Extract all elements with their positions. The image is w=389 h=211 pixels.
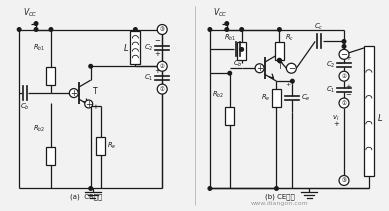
Bar bbox=[130, 31, 140, 64]
Text: T: T bbox=[279, 62, 283, 71]
Text: ③: ③ bbox=[342, 178, 347, 183]
Text: +: + bbox=[345, 84, 351, 90]
Circle shape bbox=[286, 63, 296, 73]
Text: +: + bbox=[154, 68, 160, 74]
Circle shape bbox=[278, 58, 281, 62]
Text: $C_1$: $C_1$ bbox=[326, 84, 335, 95]
Text: $C_b$: $C_b$ bbox=[233, 58, 243, 69]
Text: ②: ② bbox=[160, 64, 165, 69]
Circle shape bbox=[342, 40, 346, 43]
Circle shape bbox=[339, 176, 349, 185]
Text: ①: ① bbox=[342, 100, 347, 106]
Circle shape bbox=[208, 187, 212, 190]
Bar bbox=[272, 89, 281, 107]
Bar bbox=[96, 137, 105, 155]
Text: +: + bbox=[70, 89, 77, 97]
Circle shape bbox=[291, 79, 294, 83]
Bar bbox=[46, 147, 55, 165]
Text: +: + bbox=[154, 51, 160, 57]
Text: $R_{b2}$: $R_{b2}$ bbox=[33, 124, 45, 134]
Text: −: − bbox=[288, 64, 295, 73]
Circle shape bbox=[225, 28, 229, 31]
Text: $R_e$: $R_e$ bbox=[107, 141, 116, 151]
Circle shape bbox=[339, 49, 349, 59]
Text: +: + bbox=[93, 104, 98, 110]
Circle shape bbox=[85, 100, 93, 108]
Text: −: − bbox=[154, 38, 160, 44]
Circle shape bbox=[255, 64, 264, 73]
Bar bbox=[275, 42, 284, 60]
Text: $R_e$: $R_e$ bbox=[261, 93, 270, 103]
Text: $V_{CC}$: $V_{CC}$ bbox=[23, 6, 37, 19]
Circle shape bbox=[157, 61, 167, 71]
Circle shape bbox=[69, 89, 78, 97]
Text: ③: ③ bbox=[160, 27, 165, 32]
Text: +: + bbox=[85, 100, 92, 108]
Text: +: + bbox=[333, 121, 339, 127]
Circle shape bbox=[339, 98, 349, 108]
Circle shape bbox=[240, 28, 244, 31]
Text: −: − bbox=[336, 61, 342, 67]
Text: $R_{b2}$: $R_{b2}$ bbox=[212, 89, 224, 100]
Circle shape bbox=[278, 28, 281, 31]
Circle shape bbox=[225, 22, 229, 25]
Text: $R_{b1}$: $R_{b1}$ bbox=[224, 32, 236, 43]
Text: $C_2$: $C_2$ bbox=[326, 60, 335, 70]
Circle shape bbox=[208, 28, 212, 31]
Text: $L$: $L$ bbox=[377, 112, 383, 123]
Circle shape bbox=[89, 65, 93, 68]
Circle shape bbox=[275, 187, 278, 190]
Circle shape bbox=[339, 71, 349, 81]
Text: $C_b$: $C_b$ bbox=[20, 102, 30, 112]
Circle shape bbox=[157, 84, 167, 94]
Bar bbox=[237, 42, 246, 60]
Text: (b) CE组态: (b) CE组态 bbox=[265, 194, 294, 200]
Text: +: + bbox=[256, 64, 263, 73]
Bar bbox=[46, 67, 55, 85]
Text: $R_c$: $R_c$ bbox=[286, 32, 294, 43]
Circle shape bbox=[49, 28, 53, 31]
Bar bbox=[225, 107, 234, 125]
Text: $C_e$: $C_e$ bbox=[301, 93, 311, 103]
Circle shape bbox=[133, 28, 137, 31]
Text: −: − bbox=[340, 50, 347, 59]
Text: $C_c$: $C_c$ bbox=[314, 22, 324, 32]
Circle shape bbox=[18, 28, 21, 31]
Circle shape bbox=[34, 28, 38, 31]
Circle shape bbox=[89, 187, 93, 190]
Text: +: + bbox=[345, 55, 351, 61]
Text: $R_{b1}$: $R_{b1}$ bbox=[33, 43, 45, 53]
Text: $v_i$: $v_i$ bbox=[332, 113, 340, 123]
Text: −: − bbox=[345, 92, 351, 97]
Circle shape bbox=[342, 45, 346, 48]
Text: ②: ② bbox=[342, 74, 347, 79]
Text: ①: ① bbox=[160, 87, 165, 92]
Text: $C_2$: $C_2$ bbox=[144, 43, 153, 53]
Text: $L$: $L$ bbox=[123, 42, 130, 53]
Circle shape bbox=[228, 72, 231, 75]
Circle shape bbox=[278, 58, 281, 62]
Text: +: + bbox=[285, 82, 290, 87]
Text: $V_{CC}$: $V_{CC}$ bbox=[214, 6, 228, 19]
Text: $C_1$: $C_1$ bbox=[144, 73, 153, 83]
Circle shape bbox=[157, 24, 167, 34]
Circle shape bbox=[34, 22, 38, 25]
Text: www.diangon.com: www.diangon.com bbox=[251, 201, 308, 206]
Bar bbox=[364, 46, 374, 176]
Text: (a)  CB组态: (a) CB组态 bbox=[70, 194, 102, 200]
Circle shape bbox=[240, 48, 244, 51]
Text: T: T bbox=[93, 87, 97, 96]
